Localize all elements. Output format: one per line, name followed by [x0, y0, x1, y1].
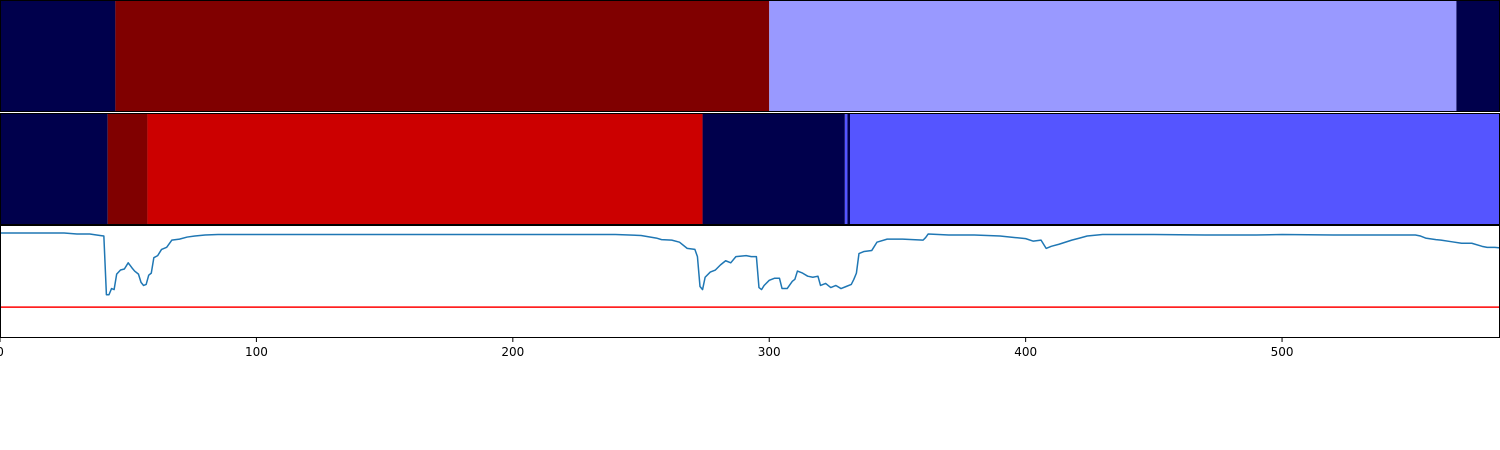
x-tick-label: 0 [0, 345, 4, 359]
x-tick-label: 400 [1014, 345, 1037, 359]
track-2-segment-7 [850, 113, 1500, 225]
segment-track-1 [0, 0, 1500, 112]
track-2-segment-6 [847, 113, 850, 225]
x-axis: 0 100 200 300 400 500 [0, 338, 1294, 359]
track-2-segment-1 [0, 113, 108, 225]
track-1-segment-2 [115, 0, 770, 112]
x-tick-label: 200 [501, 345, 524, 359]
line-panel-background [0, 225, 1500, 338]
track-2-segment-3 [147, 113, 703, 225]
track-1-segment-3 [769, 0, 1457, 112]
line-panel [0, 225, 1500, 338]
track-1-segment-1 [0, 0, 116, 112]
series-line [0, 232, 1500, 296]
x-tick-label: 500 [1271, 345, 1294, 359]
track-2-segment-2 [107, 113, 148, 225]
x-tick-label: 300 [758, 345, 781, 359]
track-2-segment-4 [702, 113, 845, 225]
segment-track-2 [0, 113, 1500, 225]
x-tick-label: 100 [245, 345, 268, 359]
track-2-segment-5 [844, 113, 848, 225]
track-1-segment-4 [1456, 0, 1500, 112]
